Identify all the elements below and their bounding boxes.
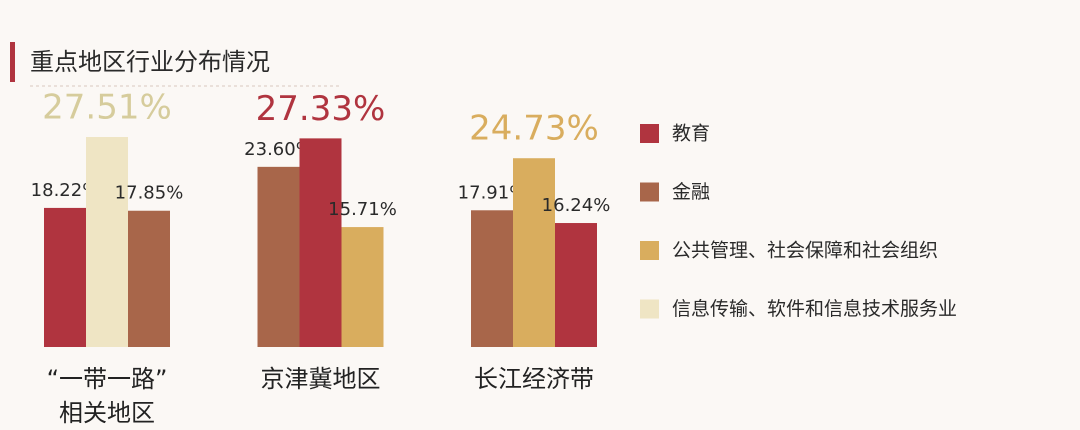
bar (471, 210, 513, 347)
title-accent (10, 42, 15, 82)
legend-label: 信息传输、软件和信息技术服务业 (672, 298, 957, 320)
value-label: 24.73% (469, 109, 599, 149)
value-label: 16.24% (542, 195, 611, 216)
bar (86, 137, 128, 347)
bar (128, 210, 170, 347)
category-label: 京津冀地区 (260, 365, 381, 393)
bar (513, 158, 555, 347)
legend-swatch (640, 182, 659, 202)
value-label: 27.33% (256, 89, 386, 129)
value-label: 15.71% (328, 199, 397, 220)
legend-label: 金融 (672, 181, 710, 203)
bar (44, 207, 86, 347)
value-label: 27.51% (42, 88, 172, 128)
bar (555, 223, 597, 347)
bar (299, 138, 342, 347)
value-label: 23.60% (244, 139, 313, 160)
legend-swatch (640, 299, 659, 319)
legend-label: 教育 (672, 123, 710, 145)
value-label: 18.22% (31, 180, 100, 201)
chart-title: 重点地区行业分布情况 (30, 48, 270, 76)
category-label: 长江经济带 (474, 365, 594, 393)
value-label: 17.91% (458, 182, 527, 203)
legend-swatch (640, 241, 659, 260)
legend-swatch (640, 124, 659, 143)
legend-label: 公共管理、社会保障和社会组织 (672, 240, 938, 262)
value-label: 17.85% (115, 183, 184, 204)
bar (257, 166, 300, 347)
category-label: “一带一路” 相关地区 (46, 365, 168, 427)
bar (341, 227, 384, 347)
